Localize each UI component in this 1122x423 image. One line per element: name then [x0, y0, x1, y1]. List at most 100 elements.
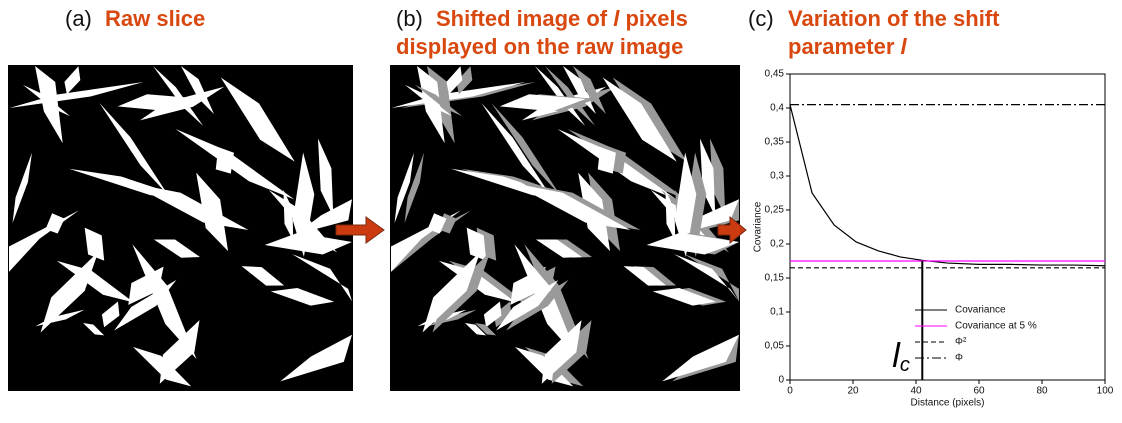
- plot-area: [789, 73, 1106, 381]
- shape: [646, 232, 739, 255]
- shape: [535, 239, 582, 258]
- panel-title: displayed on the raw image: [396, 34, 683, 59]
- shape: [220, 77, 295, 162]
- shape: [652, 287, 717, 306]
- shape: [264, 232, 352, 255]
- shape-shadow: [456, 66, 473, 95]
- y-tick-label: 0,15: [765, 273, 785, 284]
- shape: [404, 84, 453, 117]
- panel-label: (b): [396, 6, 423, 31]
- x-tick-label: 40: [910, 386, 922, 397]
- shape: [391, 210, 461, 272]
- shape: [511, 182, 631, 231]
- shape: [9, 210, 79, 272]
- y-tick-label: 0,4: [770, 103, 784, 114]
- title-part: l: [901, 34, 908, 59]
- shape: [665, 189, 676, 241]
- shape: [466, 227, 487, 261]
- shape: [270, 287, 335, 306]
- legend-label: Φ: [955, 353, 963, 364]
- shape: [292, 152, 315, 257]
- shape: [117, 94, 205, 112]
- annotation-sub: c: [900, 354, 910, 376]
- shape: [464, 322, 487, 336]
- shape: [674, 152, 697, 257]
- y-tick-label: 0,3: [770, 171, 784, 182]
- shape: [496, 279, 559, 331]
- x-tick-label: 80: [1036, 386, 1048, 397]
- title-part: Raw slice: [105, 6, 205, 31]
- panel-title: Variation of the shift: [788, 6, 1000, 31]
- panel-label: (a): [65, 6, 92, 31]
- arrow: [335, 216, 385, 244]
- shape-shadow: [572, 66, 607, 114]
- panel-title: Shifted image of l pixels: [436, 6, 688, 31]
- x-tick-label: 60: [973, 386, 985, 397]
- shape: [446, 66, 463, 95]
- title-part: pixels: [619, 6, 687, 31]
- shape: [152, 66, 204, 126]
- legend-label: Covariance at 5 %: [955, 321, 1037, 332]
- shape: [12, 152, 32, 224]
- shape: [129, 182, 249, 231]
- title-part: Shifted image of: [436, 6, 613, 31]
- shape: [427, 213, 447, 234]
- shape: [699, 138, 716, 217]
- shape: [215, 147, 234, 174]
- shape-shadow: [474, 322, 497, 336]
- shape: [481, 103, 551, 196]
- shape: [295, 199, 352, 235]
- shape-shadow: [414, 84, 463, 117]
- shape: [662, 334, 739, 382]
- shape: [499, 94, 587, 112]
- shape: [597, 147, 616, 174]
- shape: [317, 138, 334, 217]
- shape: [40, 251, 99, 333]
- shape-shadow: [404, 152, 424, 224]
- shape: [56, 260, 134, 303]
- x-axis-title: Distance (pixels): [911, 398, 985, 409]
- title-part: l: [613, 6, 620, 31]
- shape: [114, 279, 177, 331]
- annotation: lc: [892, 337, 910, 376]
- x-tick-label: 100: [1097, 386, 1114, 397]
- shape: [64, 66, 81, 95]
- raw-slice-shapes: [9, 66, 352, 387]
- shape: [132, 244, 197, 360]
- y-tick-label: 0,35: [765, 137, 785, 148]
- shape: [22, 84, 71, 117]
- shape: [84, 227, 105, 261]
- y-tick-label: 0,45: [765, 69, 785, 80]
- title-part: Variation of the shift: [788, 6, 1000, 31]
- x-tick-label: 20: [847, 386, 859, 397]
- shape: [280, 334, 352, 382]
- shape: [623, 266, 667, 286]
- panel-label: (c): [748, 6, 774, 31]
- shape-shadow: [709, 138, 726, 217]
- y-tick-label: 0,05: [765, 341, 785, 352]
- shape: [422, 251, 481, 333]
- shape: [82, 322, 105, 336]
- shape: [241, 266, 285, 286]
- x-tick-label: 0: [787, 386, 793, 397]
- panel-title: parameter l: [788, 34, 908, 59]
- y-tick-label: 0,1: [770, 307, 784, 318]
- y-axis-title: Covariance: [753, 201, 764, 252]
- shape: [175, 128, 295, 200]
- shape: [534, 66, 586, 126]
- series-line: [789, 104, 1106, 267]
- shape: [153, 239, 200, 258]
- annotation-text: l: [892, 337, 901, 375]
- shape-shadow: [491, 103, 561, 196]
- shape: [483, 301, 502, 328]
- shape: [541, 320, 582, 384]
- legend-label: Covariance: [955, 305, 1006, 316]
- shape: [283, 189, 294, 241]
- shape: [602, 77, 677, 162]
- shape-shadow: [544, 66, 596, 126]
- title-part: parameter: [788, 34, 901, 59]
- shape: [159, 320, 200, 384]
- arrow: [717, 215, 747, 245]
